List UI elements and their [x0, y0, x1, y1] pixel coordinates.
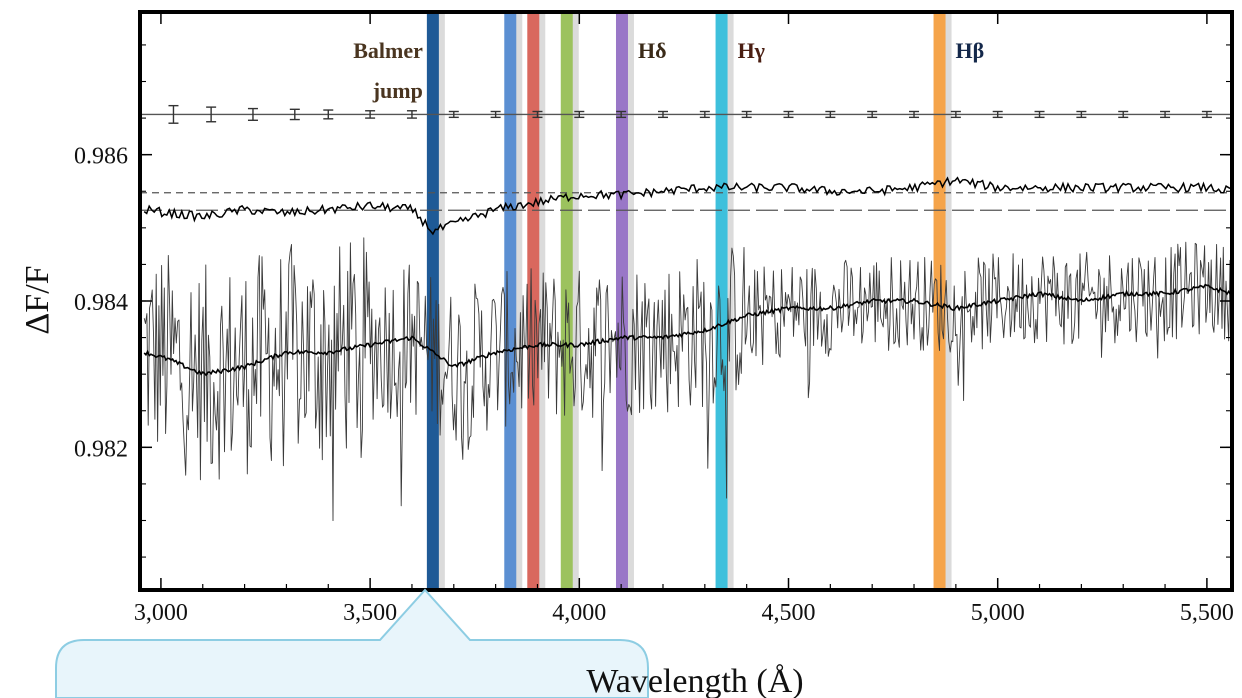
y-tick-label: 0.982 [74, 436, 128, 462]
error-bar [289, 108, 300, 121]
error-bar [532, 110, 543, 119]
error-bar [825, 110, 836, 119]
x-tick-label: 4,500 [762, 600, 816, 626]
x-tick-label: 5,500 [1180, 600, 1234, 626]
x-tick-label: 3,500 [343, 600, 397, 626]
error-bar [168, 104, 179, 124]
x-axis-title: Wavelength (Å) [586, 663, 803, 698]
band-line [933, 12, 946, 590]
smoothed-spectrum-line [143, 283, 1233, 377]
band-label: Hβ [956, 38, 985, 63]
band-shadow [515, 12, 523, 590]
error-bar [992, 110, 1003, 119]
error-bar [448, 110, 459, 119]
error-bar [1118, 110, 1129, 119]
error-bar [867, 110, 878, 119]
y-tick-label: 0.984 [74, 290, 128, 316]
error-bar [574, 110, 585, 119]
x-tick-label: 4,000 [552, 600, 606, 626]
error-bar [783, 110, 794, 119]
y-axis-title: ΔF/F [19, 265, 56, 334]
error-bar [1160, 110, 1171, 119]
band-line [527, 12, 540, 590]
band-line [504, 12, 517, 590]
error-bar [657, 110, 668, 119]
band-line [426, 12, 439, 590]
band-shadow [571, 12, 579, 590]
band-label: jump [372, 78, 423, 103]
error-bar [950, 110, 961, 119]
band-shadow [538, 12, 546, 590]
axis-ticks: 3,000 3,500 4,000 4,500 5,000 5,500 0.982 0.984… [74, 12, 1234, 626]
x-tick-label: 3,000 [134, 600, 188, 626]
error-bar [323, 109, 334, 120]
error-bar [699, 110, 710, 119]
data-series [143, 176, 1233, 522]
y-tick-label: 0.986 [74, 144, 128, 170]
error-bar [1034, 110, 1045, 119]
error-bar [1076, 110, 1087, 119]
error-bar [616, 110, 627, 119]
band-label: Hγ [738, 38, 765, 63]
band-shadow [437, 12, 445, 590]
error-bar [247, 107, 258, 121]
error-bar [406, 110, 417, 119]
callout-shape [55, 588, 649, 698]
band-label: Hδ [638, 38, 667, 63]
reference-lines [140, 113, 1232, 211]
error-bar [909, 110, 920, 119]
spectral-line-labels: Balmer jump Hδ Hγ Hβ [353, 38, 984, 103]
x-tick-label: 5,000 [971, 600, 1025, 626]
noisy-spectrum-line [143, 237, 1232, 522]
error-bar [741, 110, 752, 119]
error-bar [206, 106, 217, 123]
callout-bubble [55, 588, 649, 698]
band-line [715, 12, 728, 590]
error-bar [490, 110, 501, 119]
band-shadow [944, 12, 952, 590]
band-shadow [626, 12, 634, 590]
error-bar [1201, 110, 1212, 119]
binned-spectrum-line [143, 176, 1232, 236]
band-label: Balmer [353, 38, 423, 63]
error-bar-row [168, 104, 1212, 124]
error-bar [365, 110, 376, 119]
